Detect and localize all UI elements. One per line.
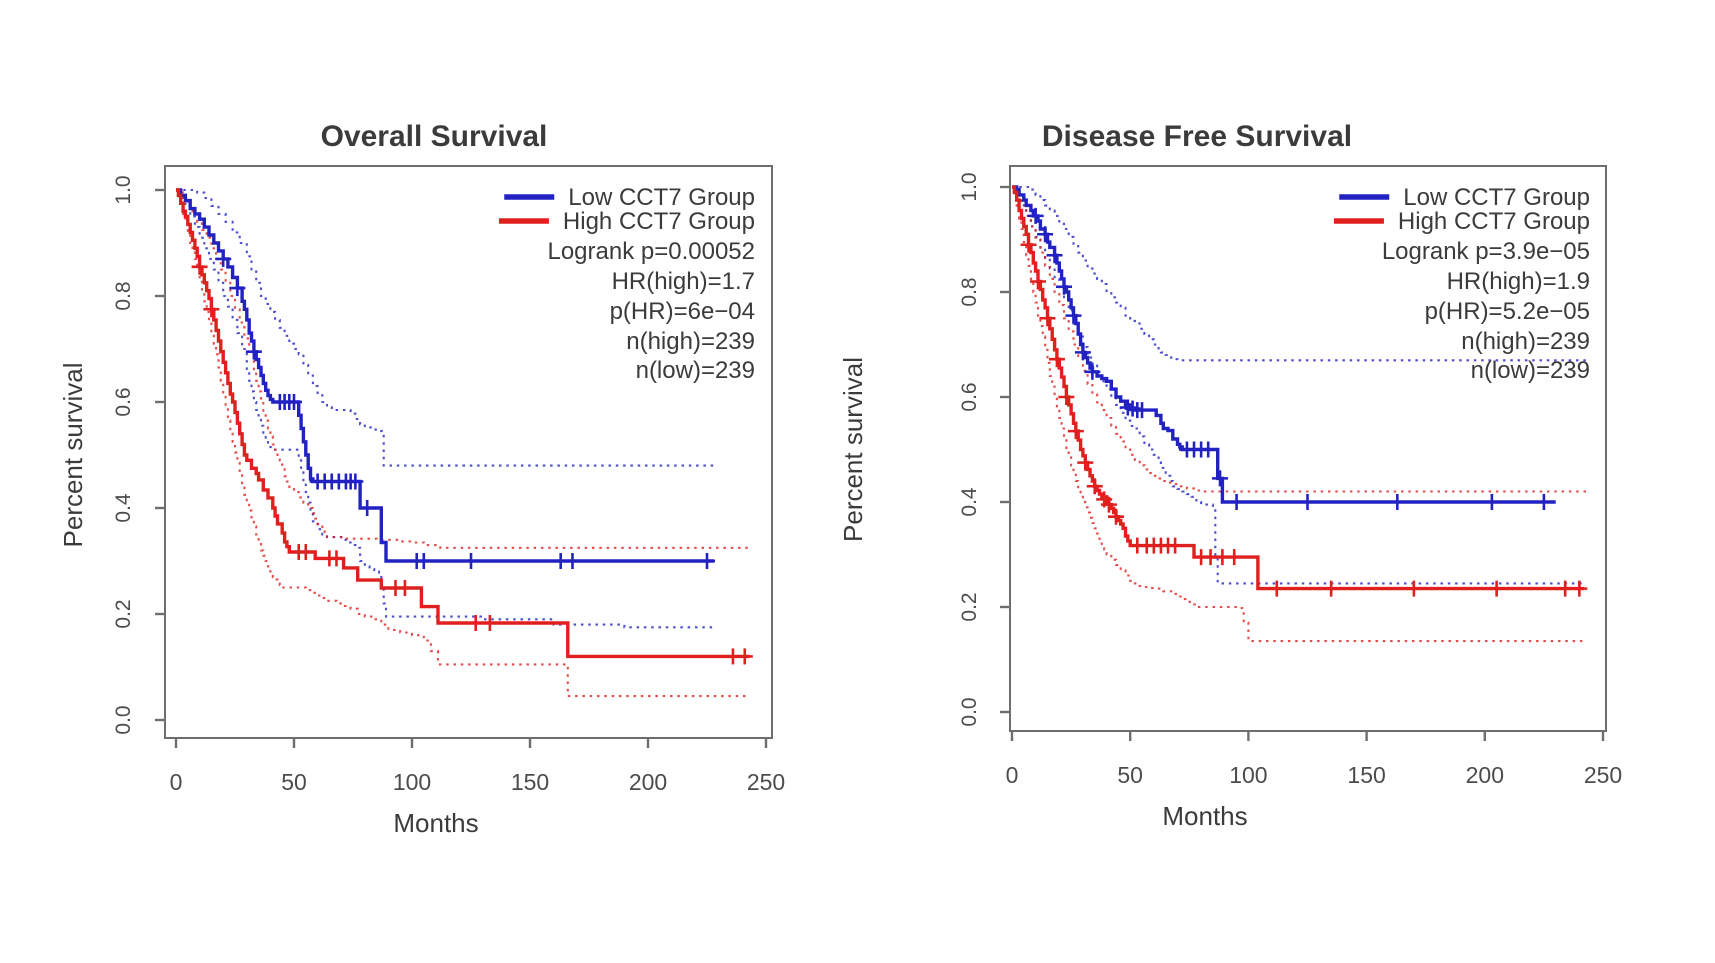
y-tick-label: 0.6 [112,387,135,416]
y-tick-label: 0.0 [112,705,135,734]
plot-overall-survival: 0.0 0.2 0.4 0.6 0.8 1.0 0 50 100 150 200 250 Months P… [58,120,785,838]
x-axis-label: Months [1162,801,1247,831]
plot-box [164,165,773,739]
y-tick-label: 1.0 [958,172,981,201]
y-tick-label: 0.4 [958,487,981,517]
ci-curve-high-cct7-group-95-ci-upper [176,188,750,549]
y-axis-label: Percent survival [58,363,88,548]
y-tick-label: 0.6 [958,382,981,411]
legend-entry-label-low: Low CCT7 Group [568,184,755,211]
x-tick-label: 50 [281,769,307,795]
x-tick-label: 250 [747,769,785,795]
stat-line-3: n(high)=239 [626,328,755,355]
legend-entry-label-high: High CCT7 Group [563,208,755,235]
x-axis-label: Months [393,808,478,838]
ci-curve-high-cct7-group-95-ci-upper [1012,185,1587,493]
x-tick-label: 100 [1229,762,1267,788]
y-tick-label: 0.0 [958,697,981,726]
legend-entry-label-high: High CCT7 Group [1398,208,1590,235]
censor-marks-low [215,250,715,569]
ci-curve-high-cct7-group-95-ci-lower [176,188,750,698]
x-tick-label: 150 [1347,762,1385,788]
censor-marks-high [191,258,753,665]
ci-curve-high-cct7-group-95-ci-lower [1012,185,1587,643]
y-tick-label: 0.2 [112,599,135,628]
stat-line-3: n(high)=239 [1461,328,1590,355]
stat-line-0: Logrank p=3.9e−05 [1382,238,1590,265]
x-tick-label: 100 [393,769,431,795]
y-tick-label: 0.8 [958,277,981,306]
y-tick-label: 0.2 [958,592,981,621]
stat-line-0: Logrank p=0.00052 [547,238,755,265]
x-tick-label: 50 [1117,762,1143,788]
y-tick-label: 0.4 [112,493,135,523]
plot-title: Disease Free Survival [1042,120,1352,153]
x-tick-label: 250 [1584,762,1622,788]
plot-box [1009,165,1607,732]
censor-marks-low [1027,207,1552,510]
legend-entry-label-low: Low CCT7 Group [1403,184,1590,211]
x-tick-label: 200 [1466,762,1504,788]
y-axis-label: Percent survival [838,357,868,542]
stat-line-2: p(HR)=6e−04 [610,298,755,325]
x-tick-label: 150 [511,769,549,795]
ci-curve-low-cct7-group-95-ci-lower [1012,185,1587,585]
stat-line-4: n(low)=239 [636,357,755,384]
plot-title: Overall Survival [321,120,548,153]
ci-curve-low-cct7-group-95-ci-upper [1012,185,1587,362]
x-tick-label: 0 [170,769,183,795]
y-tick-label: 0.8 [112,281,135,310]
x-tick-label: 200 [629,769,667,795]
y-tick-label: 1.0 [112,175,135,204]
stat-line-1: HR(high)=1.7 [612,268,755,295]
plot-disease-free-survival: 0.0 0.2 0.4 0.6 0.8 1.0 0 50 100 150 200 250 Months P… [838,120,1622,831]
stat-line-2: p(HR)=5.2e−05 [1425,298,1590,325]
stat-line-1: HR(high)=1.9 [1447,268,1590,295]
x-tick-label: 0 [1006,762,1019,788]
censor-marks-high [1020,236,1588,597]
km-curve-high-cct7-group [176,188,750,659]
stat-line-4: n(low)=239 [1471,357,1590,384]
ci-curve-low-cct7-group-95-ci-lower [176,188,715,629]
